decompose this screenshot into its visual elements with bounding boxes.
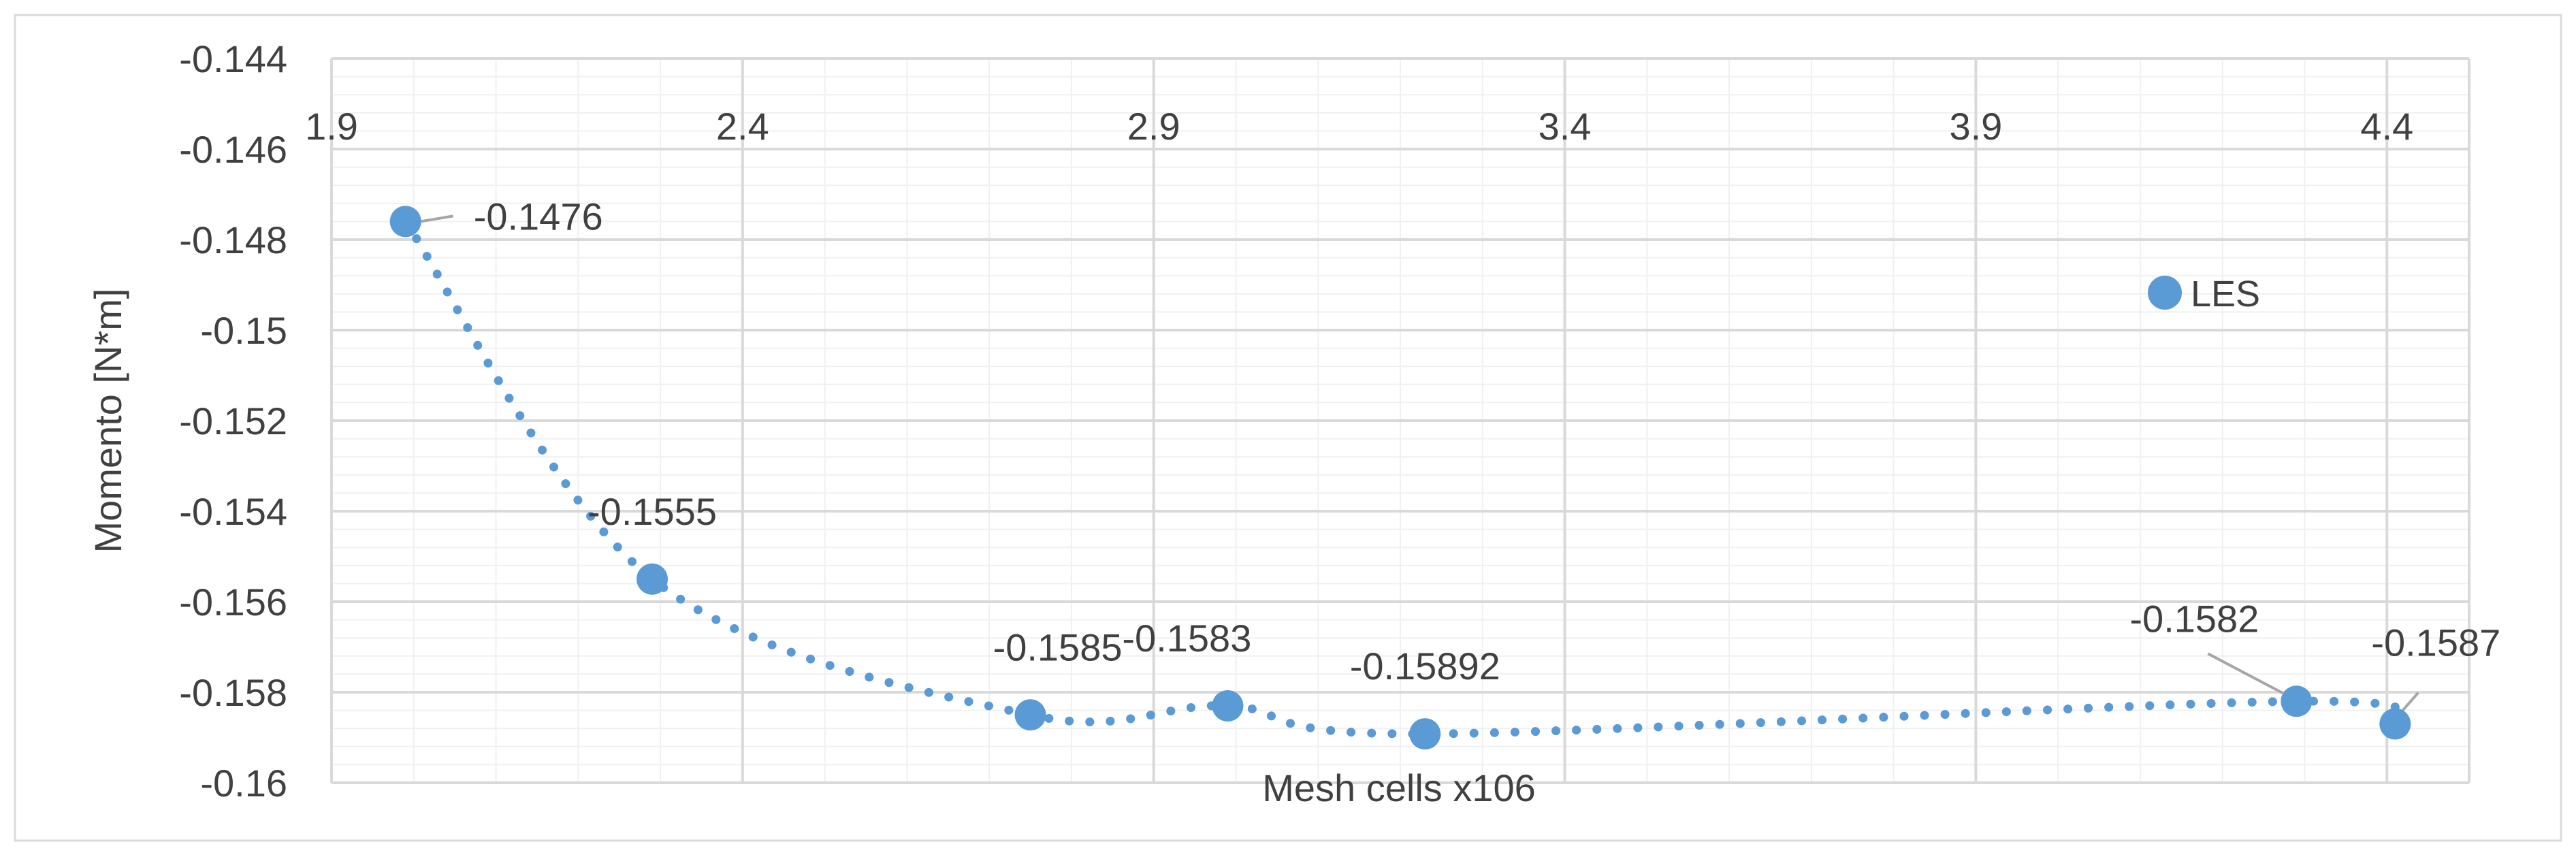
data-point (1409, 718, 1441, 750)
data-label-leader (420, 214, 454, 223)
y-tick-label: -0.156 (179, 581, 287, 623)
x-tick-label: 2.9 (1127, 105, 1180, 148)
y-tick-label: -0.146 (179, 128, 287, 171)
major-grid (330, 57, 2470, 784)
y-tick-label: -0.158 (179, 671, 287, 714)
data-labels: -0.1476 -0.1555 -0.1585 -0.1583 -0.15892 -0.1… (474, 195, 2501, 687)
data-label: -0.1587 (2371, 621, 2500, 664)
data-point (637, 563, 668, 595)
data-point (2379, 708, 2411, 740)
y-tick-label: -0.144 (179, 37, 287, 80)
chart-border (14, 14, 2562, 842)
data-label: -0.1585 (993, 626, 1123, 668)
data-point (2281, 685, 2313, 717)
y-axis-label: Momento [N*m] (86, 289, 129, 553)
legend-label-les: LES (2191, 274, 2260, 314)
legend: LES (2148, 274, 2260, 314)
x-tick-label: 3.4 (1539, 105, 1592, 148)
x-axis-label: Mesh cells x106 (1262, 766, 1536, 809)
data-points (389, 206, 2411, 750)
data-label: -0.1476 (474, 195, 603, 238)
y-tick-label: -0.15 (200, 309, 287, 352)
data-point (389, 206, 421, 238)
data-label: -0.15892 (1350, 645, 1500, 687)
x-tick-label: 4.4 (2360, 105, 2413, 148)
data-point (1014, 699, 1046, 731)
y-tick-label: -0.148 (179, 218, 287, 261)
legend-marker-les (2148, 276, 2182, 310)
data-label: -0.1555 (587, 490, 717, 533)
x-tick-label: 1.9 (305, 105, 358, 148)
x-tick-label: 2.4 (716, 105, 769, 148)
x-tick-labels: 1.9 2.4 2.9 3.4 3.9 4.4 (305, 105, 2413, 148)
data-label: -0.1582 (2129, 597, 2259, 640)
data-label-leader (2207, 652, 2284, 695)
y-tick-label: -0.154 (179, 490, 287, 533)
y-tick-label: -0.152 (179, 400, 287, 442)
data-label: -0.1583 (1122, 617, 1251, 660)
y-tick-labels: -0.144 -0.146 -0.148 -0.15 -0.152 -0.154 -0.15… (179, 37, 287, 805)
data-point (1212, 690, 1244, 722)
x-tick-label: 3.9 (1949, 105, 2002, 148)
y-tick-label: -0.16 (200, 762, 287, 805)
